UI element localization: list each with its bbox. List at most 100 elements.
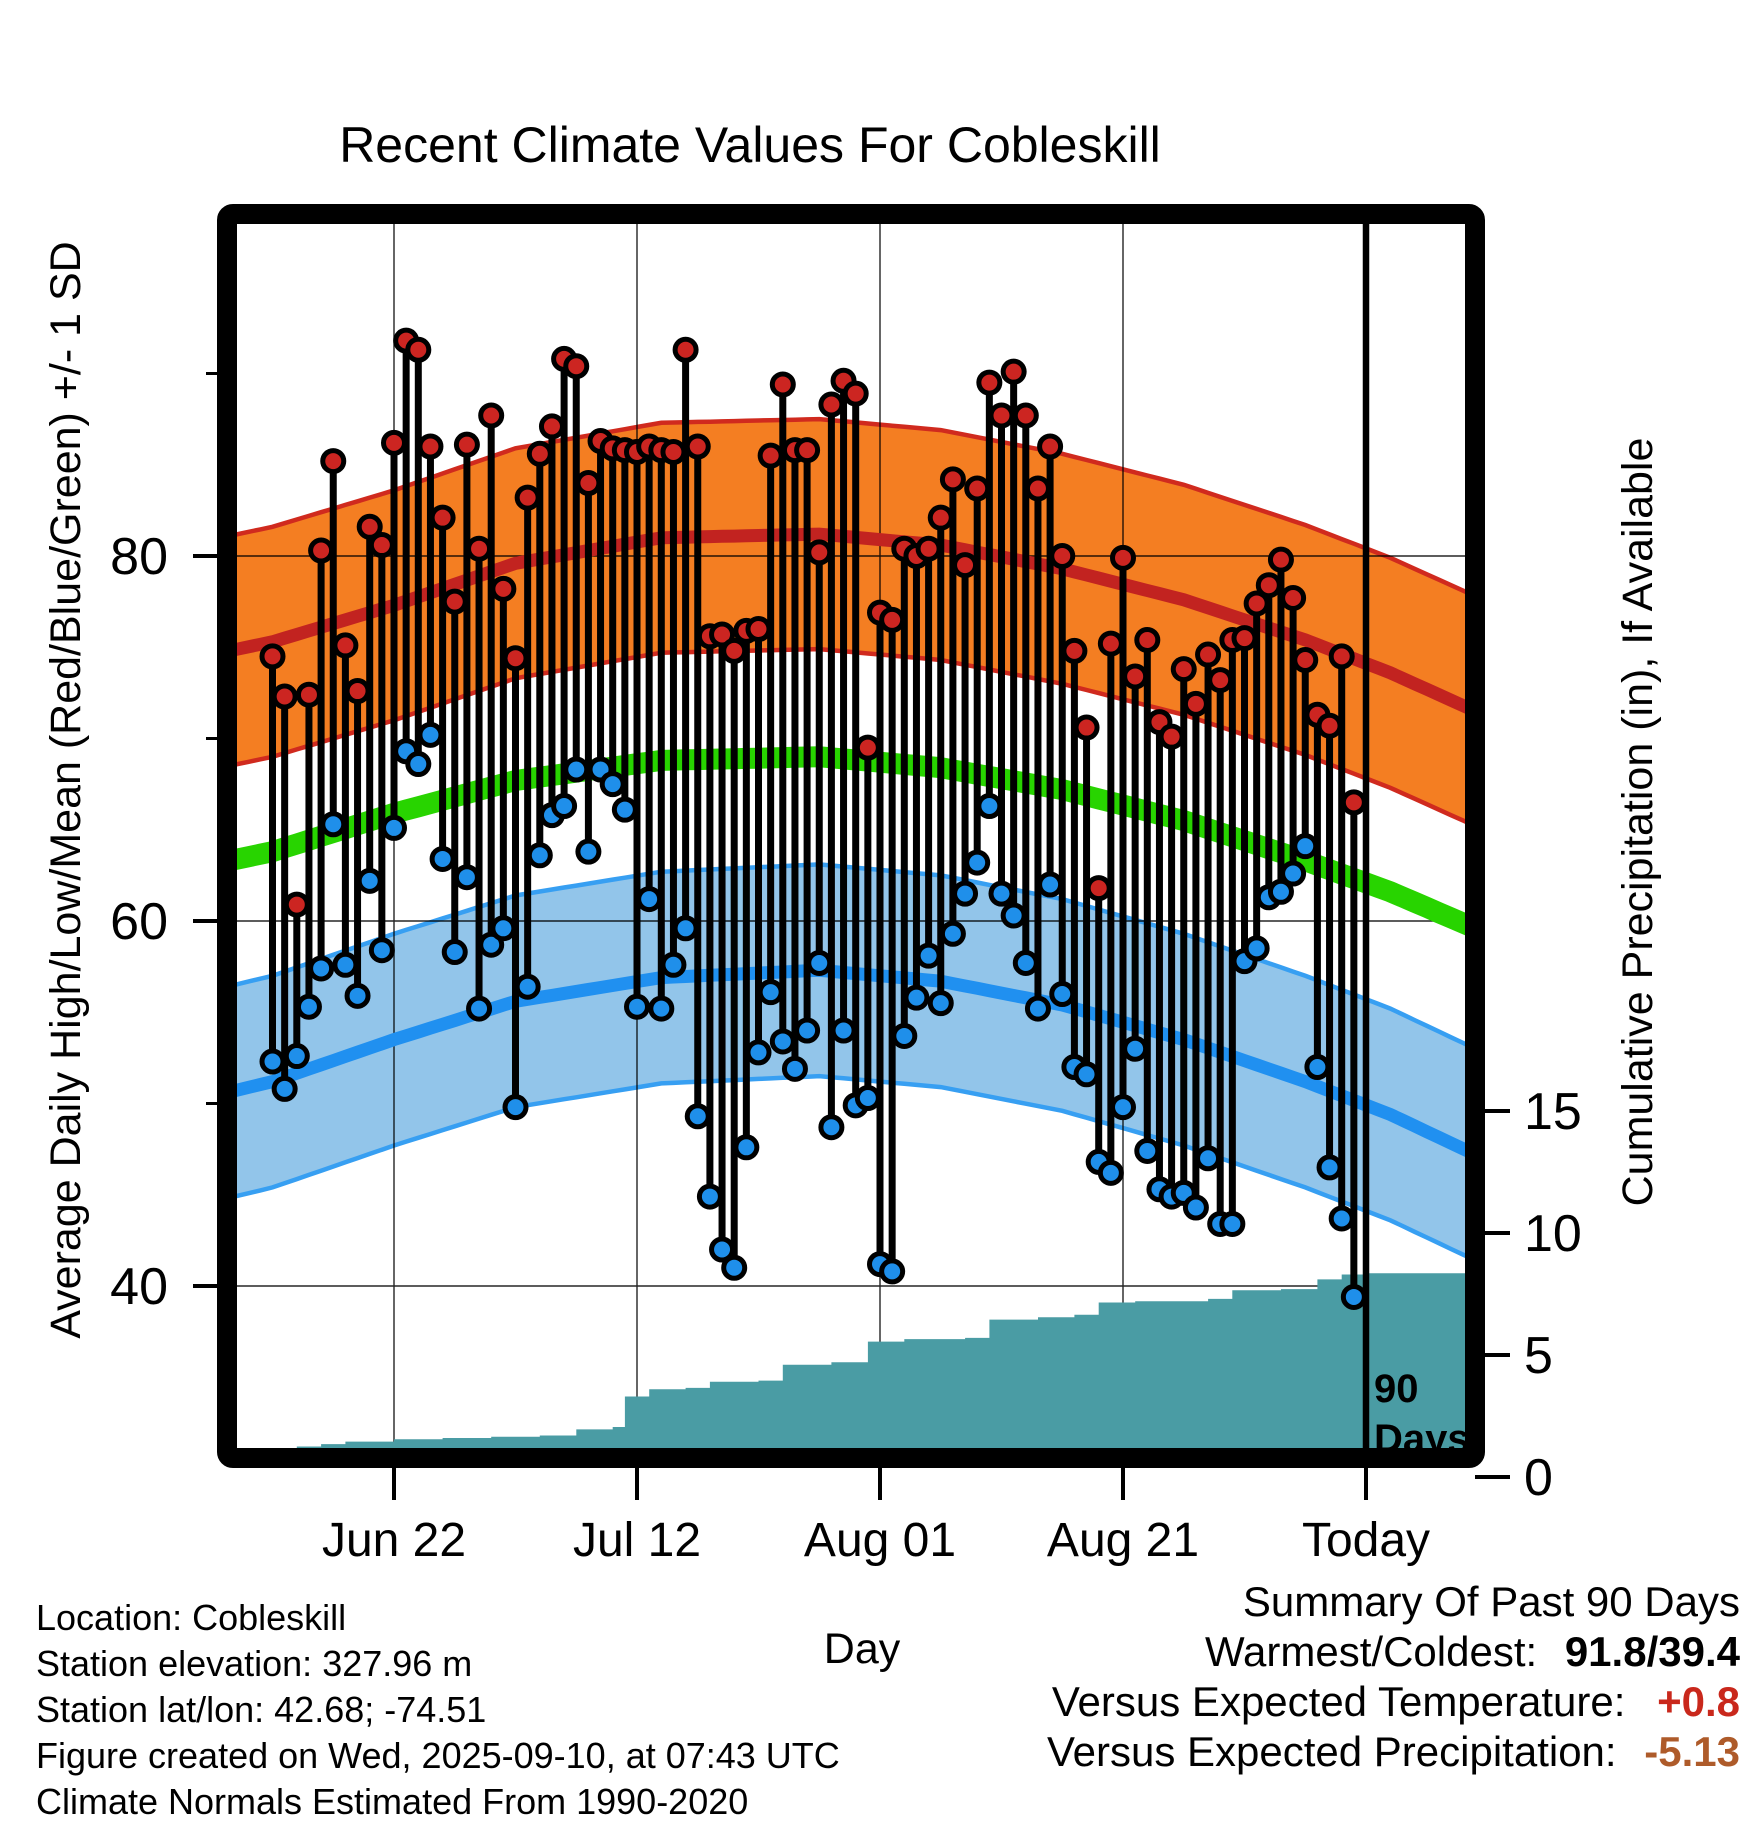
summary-vs-temperature: Versus Expected Temperature: +0.8 [1052, 1678, 1740, 1725]
y-left-axis-label: Average Daily High/Low/Mean (Red/Blue/Gr… [42, 241, 90, 1338]
chart-title: Recent Climate Values For Cobleskill [339, 117, 1161, 173]
daily-high-dot [356, 513, 383, 540]
daily-low-dot [1097, 1159, 1124, 1186]
daily-high-dot [794, 437, 821, 464]
daily-low-dot [1000, 902, 1027, 929]
daily-low-dot [1024, 995, 1051, 1022]
daily-high-dot [976, 369, 1003, 396]
daily-high-dot [478, 402, 505, 429]
daily-low-dot [939, 920, 966, 947]
daily-low-dot [356, 867, 383, 894]
daily-high-dot [1097, 630, 1124, 657]
daily-high-dot [259, 643, 286, 670]
daily-high-dot [490, 575, 517, 602]
y-right-axis-label: Cumulative Precipitation (in), If Availa… [1614, 438, 1662, 1207]
y-left-tick-label: 60 [110, 893, 168, 951]
daily-low-dot [769, 1028, 796, 1055]
summary-temp-value: +0.8 [1657, 1678, 1740, 1725]
ninety-days-annotation-line1: 90 [1374, 1367, 1419, 1411]
daily-low-dot [794, 1017, 821, 1044]
daily-low-dot [1243, 935, 1270, 962]
daily-low-dot [441, 939, 468, 966]
high-normal-band [237, 419, 1465, 822]
daily-high-dot [1110, 544, 1136, 571]
plot-frame [217, 204, 1485, 1468]
daily-low-dot [733, 1134, 760, 1161]
daily-high-dot [1182, 690, 1209, 717]
daily-high-dot [308, 537, 335, 564]
daily-low-dot [1110, 1094, 1136, 1121]
footer-created: Figure created on Wed, 2025-09-10, at 07… [36, 1735, 840, 1776]
daily-high-dot [854, 734, 881, 761]
daily-high-dot [1207, 667, 1234, 694]
footer-info: Location: Cobleskill Station elevation: … [36, 1597, 840, 1822]
daily-high-dot [1122, 663, 1149, 690]
daily-low-dot [879, 1258, 906, 1285]
daily-high-dot [1000, 358, 1027, 385]
daily-low-dot [624, 993, 650, 1020]
daily-high-dot [939, 466, 966, 493]
daily-low-dot [927, 990, 954, 1017]
daily-high-dot [952, 552, 979, 579]
daily-high-dot [417, 433, 444, 460]
daily-low-dot [952, 880, 979, 907]
daily-high-dot [1012, 402, 1039, 429]
daily-low-dot [490, 915, 517, 942]
daily-low-dot [502, 1094, 529, 1121]
daily-low-dot [964, 849, 991, 876]
daily-low-dot [648, 995, 675, 1022]
daily-high-dot [1037, 433, 1064, 460]
daily-low-dot [1037, 871, 1064, 898]
daily-high-dot [344, 678, 371, 705]
x-tick-label: Today [1302, 1514, 1430, 1567]
daily-low-dot [551, 793, 578, 820]
daily-high-dot [1195, 641, 1222, 668]
daily-low-dot [976, 793, 1003, 820]
daily-low-dot [575, 838, 602, 865]
summary-title: Summary Of Past 90 Days [1243, 1578, 1740, 1625]
daily-low-dot [854, 1085, 881, 1112]
daily-high-dot [988, 402, 1015, 429]
daily-high-dot [1134, 626, 1161, 653]
daily-high-dot [1267, 546, 1294, 573]
plot-clipped-content [237, 224, 1465, 1448]
x-axis-label: Day [824, 1625, 901, 1673]
daily-high-dot [842, 380, 869, 407]
daily-low-dot [308, 955, 335, 982]
daily-low-dot [283, 1043, 310, 1070]
daily-low-dot [405, 751, 432, 778]
ninety-days-annotation-line2: Days [1374, 1417, 1470, 1461]
daily-high-dot [271, 683, 298, 710]
daily-low-dot [526, 842, 553, 869]
footer-latlon: Station lat/lon: 42.68; -74.51 [36, 1689, 486, 1730]
daily-low-dot [721, 1254, 748, 1281]
daily-high-dot [915, 535, 942, 562]
daily-high-dot [320, 448, 347, 475]
daily-low-dot [259, 1048, 286, 1075]
daily-low-dot [295, 993, 322, 1020]
daily-high-dot [1316, 712, 1343, 739]
x-tick-label: Jun 22 [322, 1514, 466, 1567]
daily-high-dot [453, 431, 480, 458]
daily-high-dot [1340, 789, 1367, 816]
daily-high-dot [441, 588, 468, 615]
daily-high-dot [672, 336, 699, 363]
summary-panel: Summary Of Past 90 Days Warmest/Coldest:… [1047, 1578, 1741, 1775]
daily-low-dot [1340, 1283, 1367, 1310]
daily-low-dot [1012, 949, 1039, 976]
daily-low-dot [1316, 1154, 1343, 1181]
low-band-bottom-edge [237, 1073, 1465, 1259]
daily-high-dot [684, 433, 711, 460]
daily-low-dot [1182, 1194, 1209, 1221]
daily-high-dot [405, 336, 432, 363]
daily-low-dot [368, 937, 395, 964]
daily-low-dot [1304, 1054, 1331, 1080]
daily-low-dot [818, 1114, 845, 1141]
daily-low-dot [271, 1075, 298, 1102]
y-left-tick-label: 80 [110, 528, 168, 586]
daily-high-dot [879, 606, 906, 633]
daily-low-dot [466, 995, 493, 1022]
daily-high-dot [1292, 647, 1319, 674]
daily-high-dot [1061, 637, 1088, 664]
